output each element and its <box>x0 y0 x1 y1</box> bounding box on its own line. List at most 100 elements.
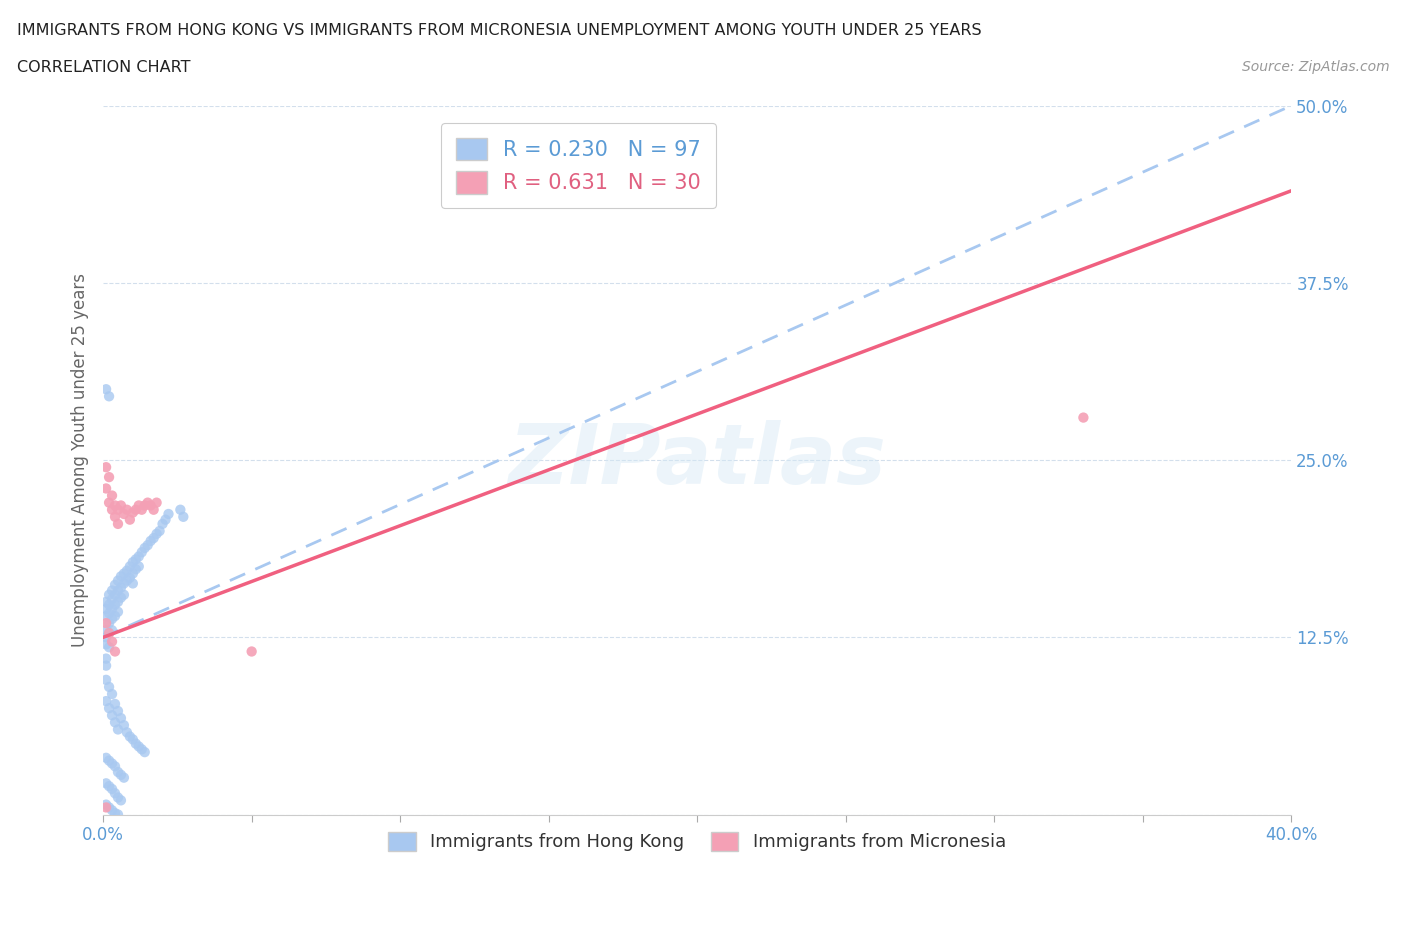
Point <box>115 502 138 517</box>
Point <box>98 680 121 695</box>
Point <box>98 778 121 793</box>
Point <box>128 739 150 754</box>
Point <box>121 576 143 591</box>
Point <box>110 767 132 782</box>
Point <box>94 637 117 652</box>
Point <box>107 594 129 609</box>
Point <box>134 498 156 513</box>
Point <box>110 580 132 595</box>
Point <box>142 531 165 546</box>
Point <box>98 605 121 620</box>
Point <box>98 616 121 631</box>
Point <box>110 498 132 513</box>
Point <box>101 591 124 606</box>
Point <box>101 756 124 771</box>
Point <box>104 597 127 612</box>
Point <box>110 569 132 584</box>
Point <box>94 651 117 666</box>
Point <box>125 502 148 517</box>
Point <box>98 640 121 655</box>
Point <box>104 697 127 711</box>
Point <box>94 672 117 687</box>
Point <box>104 644 127 659</box>
Point <box>1073 410 1095 425</box>
Point <box>98 626 121 641</box>
Point <box>104 805 127 820</box>
Point <box>94 608 117 623</box>
Point <box>107 516 129 531</box>
Point <box>125 562 148 577</box>
Point <box>115 573 138 588</box>
Point <box>148 524 170 538</box>
Point <box>107 604 129 619</box>
Point <box>107 573 129 588</box>
Point <box>107 704 129 719</box>
Point <box>94 800 117 815</box>
Point <box>107 502 129 517</box>
Legend: Immigrants from Hong Kong, Immigrants from Micronesia: Immigrants from Hong Kong, Immigrants fr… <box>381 825 1014 858</box>
Point <box>145 495 167 510</box>
Point <box>142 502 165 517</box>
Point <box>112 507 135 522</box>
Point <box>101 708 124 723</box>
Point <box>169 502 191 517</box>
Point <box>112 588 135 603</box>
Point <box>131 545 153 560</box>
Point <box>94 776 117 790</box>
Point <box>104 588 127 603</box>
Point <box>94 616 117 631</box>
Point <box>134 745 156 760</box>
Point <box>98 495 121 510</box>
Point <box>104 498 127 513</box>
Point <box>98 753 121 768</box>
Point <box>98 800 121 815</box>
Point <box>115 564 138 578</box>
Point <box>121 566 143 581</box>
Point <box>98 588 121 603</box>
Point <box>112 718 135 733</box>
Point <box>94 797 117 812</box>
Point <box>145 526 167 541</box>
Y-axis label: Unemployment Among Youth under 25 years: Unemployment Among Youth under 25 years <box>72 273 89 647</box>
Point <box>94 623 117 638</box>
Point <box>101 623 124 638</box>
Point <box>101 611 124 626</box>
Point <box>101 502 124 517</box>
Point <box>112 576 135 591</box>
Point <box>94 751 117 765</box>
Point <box>94 694 117 709</box>
Point <box>157 507 180 522</box>
Point <box>128 498 150 513</box>
Point <box>128 549 150 564</box>
Point <box>110 711 132 725</box>
Point <box>118 512 141 527</box>
Point <box>172 510 194 525</box>
Point <box>121 732 143 747</box>
Point <box>136 538 159 552</box>
Text: ZIPatlas: ZIPatlas <box>509 419 886 500</box>
Point <box>136 495 159 510</box>
Point <box>131 742 153 757</box>
Point <box>98 470 121 485</box>
Point <box>101 602 124 617</box>
Point <box>107 764 129 779</box>
Point <box>101 583 124 598</box>
Point <box>94 481 117 496</box>
Point <box>107 790 129 805</box>
Point <box>139 498 162 513</box>
Point <box>125 737 148 751</box>
Point <box>104 608 127 623</box>
Point <box>107 722 129 737</box>
Text: IMMIGRANTS FROM HONG KONG VS IMMIGRANTS FROM MICRONESIA UNEMPLOYMENT AMONG YOUTH: IMMIGRANTS FROM HONG KONG VS IMMIGRANTS … <box>17 23 981 38</box>
Text: Source: ZipAtlas.com: Source: ZipAtlas.com <box>1241 60 1389 74</box>
Point <box>128 559 150 574</box>
Point <box>94 594 117 609</box>
Point <box>104 578 127 592</box>
Point <box>98 389 121 404</box>
Point <box>118 570 141 585</box>
Point <box>101 488 124 503</box>
Point <box>115 724 138 739</box>
Point <box>240 644 263 659</box>
Point <box>107 807 129 822</box>
Point <box>94 459 117 474</box>
